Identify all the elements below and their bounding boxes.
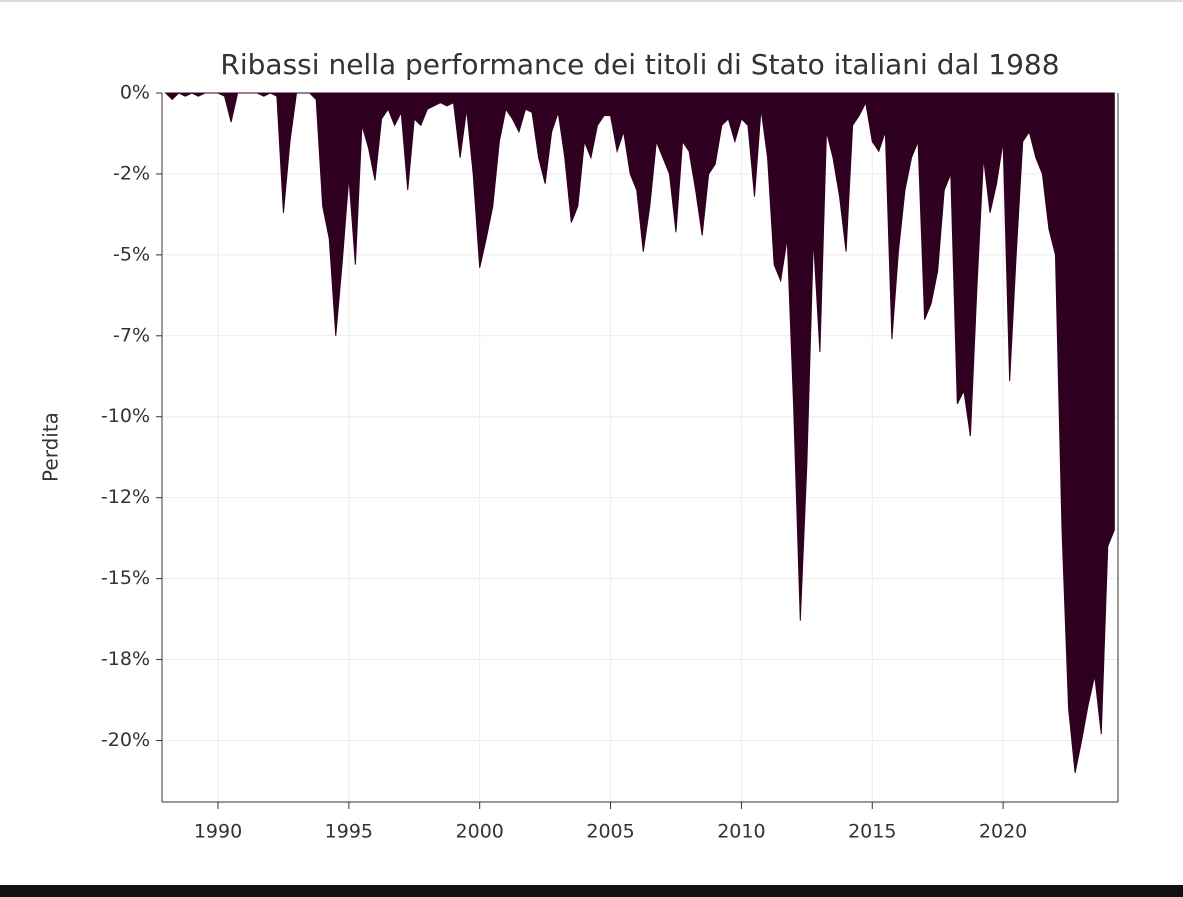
drawdown-area — [164, 92, 1115, 773]
x-tick-label: 2015 — [848, 821, 896, 843]
y-tick-label: -5% — [113, 243, 150, 265]
x-tick-label: 2005 — [586, 821, 634, 843]
bottom-bar — [0, 885, 1183, 897]
x-tick-label: 1995 — [325, 821, 373, 843]
x-tick-label: 2010 — [717, 821, 765, 843]
chart-title: Ribassi nella performance dei titoli di … — [220, 48, 1059, 81]
x-tick-label: 1990 — [194, 821, 242, 843]
y-tick-label: -2% — [113, 162, 150, 184]
y-tick-label: -12% — [101, 486, 150, 508]
y-axis-label: Perdita — [39, 412, 63, 482]
y-tick-label: -15% — [101, 567, 150, 589]
top-border — [0, 0, 1183, 2]
x-tick-label: 2020 — [979, 821, 1027, 843]
y-tick-label: 0% — [120, 82, 150, 104]
y-tick-label: -7% — [113, 324, 150, 346]
x-tick-label: 2000 — [456, 821, 504, 843]
y-tick-label: -10% — [101, 405, 150, 427]
y-tick-label: -18% — [101, 648, 150, 670]
y-tick-label: -20% — [101, 729, 150, 751]
